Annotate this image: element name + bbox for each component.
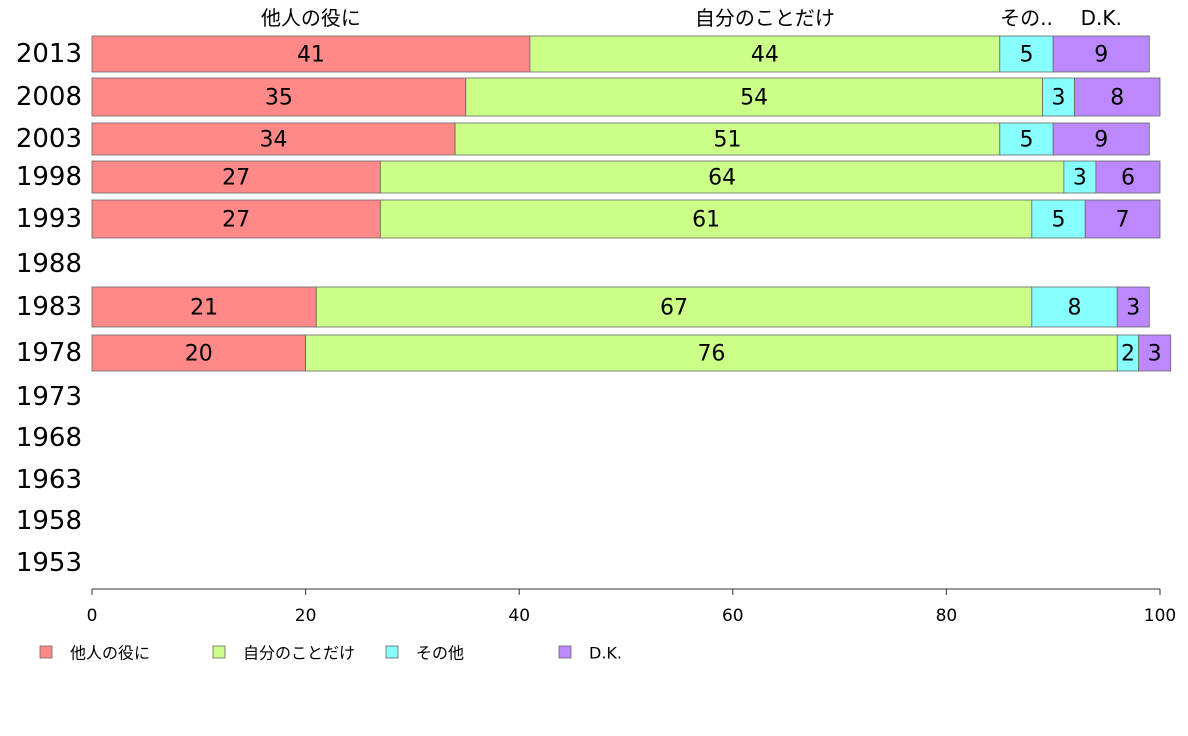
column-header-0: 他人の役に — [261, 6, 361, 30]
x-tick-label-60: 60 — [722, 606, 744, 626]
bar-value-2003-s3: 9 — [1094, 128, 1108, 153]
bar-1993-s3 — [1084, 199, 1161, 239]
column-header-3: D.K. — [1081, 6, 1122, 30]
bar-2008-s2 — [1042, 77, 1075, 117]
bar-value-1983-s2: 8 — [1068, 296, 1082, 321]
bar-value-2008-s0: 35 — [265, 86, 293, 111]
bar-2003-s0 — [91, 122, 456, 156]
y-tick-label-1978: 1978 — [16, 338, 82, 368]
bar-value-1998-s2: 3 — [1073, 166, 1087, 191]
bar-value-2003-s2: 5 — [1020, 128, 1034, 153]
bar-1983-s1 — [315, 286, 1033, 328]
y-tick-label-1993: 1993 — [16, 204, 82, 234]
bar-2013-s2 — [999, 35, 1054, 73]
bar-2008-s1 — [465, 77, 1043, 117]
bar-value-1978-s2: 2 — [1121, 342, 1135, 367]
bar-value-1998-s1: 64 — [708, 166, 736, 191]
bar-value-1983-s0: 21 — [190, 296, 218, 321]
bar-1983-s3 — [1116, 286, 1150, 328]
bar-value-2008-s3: 8 — [1110, 86, 1124, 111]
bar-value-1983-s3: 3 — [1126, 296, 1140, 321]
y-tick-label-1963: 1963 — [16, 465, 82, 495]
bar-2003-s1 — [454, 122, 1001, 156]
legend-swatch-1 — [212, 645, 226, 659]
bar-2003-s3 — [1052, 122, 1150, 156]
y-tick-label-1988: 1988 — [16, 249, 82, 279]
y-tick-label-1958: 1958 — [16, 506, 82, 536]
legend-label-1: 自分のことだけ — [243, 644, 355, 663]
legend-swatch-0 — [39, 645, 53, 659]
column-header-1: 自分のことだけ — [695, 6, 835, 30]
y-tick-label-1968: 1968 — [16, 423, 82, 453]
bar-value-1993-s0: 27 — [222, 208, 250, 233]
bar-value-1993-s1: 61 — [692, 208, 720, 233]
y-tick-label-1953: 1953 — [16, 548, 82, 578]
bar-value-2008-s1: 54 — [740, 86, 768, 111]
bar-value-2003-s0: 34 — [260, 128, 288, 153]
bar-value-2008-s2: 3 — [1052, 86, 1066, 111]
bar-2013-s0 — [91, 35, 531, 73]
bar-1998-s3 — [1095, 160, 1161, 194]
bar-value-2013-s1: 44 — [751, 43, 779, 68]
bar-1983-s2 — [1031, 286, 1118, 328]
legend-label-2: その他 — [416, 644, 464, 663]
bar-value-1978-s1: 76 — [697, 342, 725, 367]
bar-1978-s0 — [91, 334, 307, 372]
bar-value-1998-s3: 6 — [1121, 166, 1135, 191]
bar-value-2013-s2: 5 — [1020, 43, 1034, 68]
legend-label-3: D.K. — [589, 644, 622, 663]
bar-value-2013-s3: 9 — [1094, 43, 1108, 68]
column-header-2: その.. — [1000, 6, 1053, 30]
bar-value-1993-s2: 5 — [1052, 208, 1066, 233]
bar-2013-s3 — [1052, 35, 1150, 73]
y-tick-label-1973: 1973 — [16, 382, 82, 412]
bar-value-1983-s1: 67 — [660, 296, 688, 321]
x-tick-label-40: 40 — [508, 606, 530, 626]
bar-2013-s1 — [529, 35, 1001, 73]
y-tick-label-1998: 1998 — [16, 162, 82, 192]
bar-value-2003-s1: 51 — [713, 128, 741, 153]
bar-1998-s1 — [379, 160, 1065, 194]
bar-value-2013-s0: 41 — [297, 43, 325, 68]
x-tick-label-100: 100 — [1144, 606, 1176, 626]
y-tick-label-2013: 2013 — [16, 39, 82, 69]
legend-swatch-3 — [558, 645, 572, 659]
bar-1998-s0 — [91, 160, 381, 194]
x-tick-label-0: 0 — [87, 606, 98, 626]
bar-1983-s0 — [91, 286, 317, 328]
bar-2008-s0 — [91, 77, 467, 117]
legend-swatch-2 — [385, 645, 399, 659]
bar-value-1978-s3: 3 — [1148, 342, 1162, 367]
bar-1993-s2 — [1031, 199, 1086, 239]
bar-2008-s3 — [1074, 77, 1161, 117]
bar-1993-s0 — [91, 199, 381, 239]
legend-label-0: 他人の役に — [70, 644, 150, 663]
bar-1978-s3 — [1138, 334, 1172, 372]
bar-value-1993-s3: 7 — [1116, 208, 1130, 233]
bar-value-1998-s0: 27 — [222, 166, 250, 191]
x-tick-label-80: 80 — [936, 606, 958, 626]
bar-1993-s1 — [379, 199, 1033, 239]
x-tick-label-20: 20 — [295, 606, 317, 626]
bar-value-1978-s0: 20 — [185, 342, 213, 367]
y-tick-label-2003: 2003 — [16, 124, 82, 154]
y-tick-label-2008: 2008 — [16, 82, 82, 112]
y-tick-label-1983: 1983 — [16, 292, 82, 322]
